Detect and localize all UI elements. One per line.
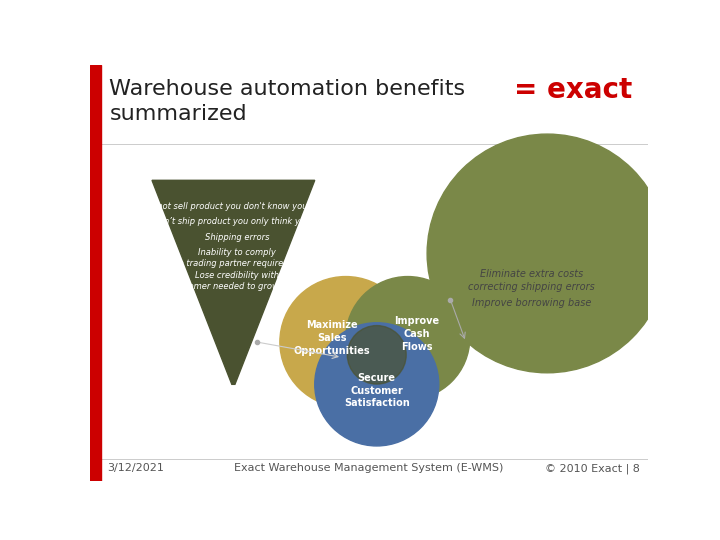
FancyBboxPatch shape	[91, 433, 99, 442]
Circle shape	[280, 276, 412, 408]
Text: = exact: = exact	[514, 76, 632, 104]
Text: Lose credibility with
customer needed to grow sales: Lose credibility with customer needed to…	[171, 271, 303, 291]
Text: Cannot sell product you don't know you have!: Cannot sell product you don't know you h…	[140, 202, 334, 211]
Polygon shape	[152, 180, 315, 384]
Text: Improve
Cash
Flows: Improve Cash Flows	[395, 316, 440, 352]
Text: Eliminate extra costs
correcting shipping errors: Eliminate extra costs correcting shippin…	[469, 269, 595, 292]
Circle shape	[427, 134, 667, 373]
Circle shape	[347, 326, 406, 384]
Text: Shipping errors: Shipping errors	[205, 233, 269, 242]
Text: Secure
Customer
Satisfaction: Secure Customer Satisfaction	[344, 373, 410, 408]
Text: 3/12/2021: 3/12/2021	[107, 463, 164, 473]
Text: Exact Warehouse Management System (E-WMS): Exact Warehouse Management System (E-WMS…	[234, 463, 504, 473]
Text: Inability to comply
with trading partner requirements: Inability to comply with trading partner…	[166, 248, 309, 268]
FancyBboxPatch shape	[91, 443, 99, 452]
FancyBboxPatch shape	[91, 413, 99, 422]
Text: Maximize
Sales
Opportunities: Maximize Sales Opportunities	[294, 320, 370, 356]
Text: Improve borrowing base: Improve borrowing base	[472, 298, 591, 308]
FancyBboxPatch shape	[91, 423, 99, 431]
Text: © 2010 Exact | 8: © 2010 Exact | 8	[545, 463, 640, 474]
FancyBboxPatch shape	[91, 403, 99, 411]
Text: Warehouse automation benefits
summarized: Warehouse automation benefits summarized	[109, 79, 466, 124]
Text: You can’t ship product you only think you have!: You can’t ship product you only think yo…	[138, 217, 337, 226]
Bar	[90, 65, 101, 481]
Circle shape	[315, 323, 438, 446]
Circle shape	[346, 276, 469, 400]
